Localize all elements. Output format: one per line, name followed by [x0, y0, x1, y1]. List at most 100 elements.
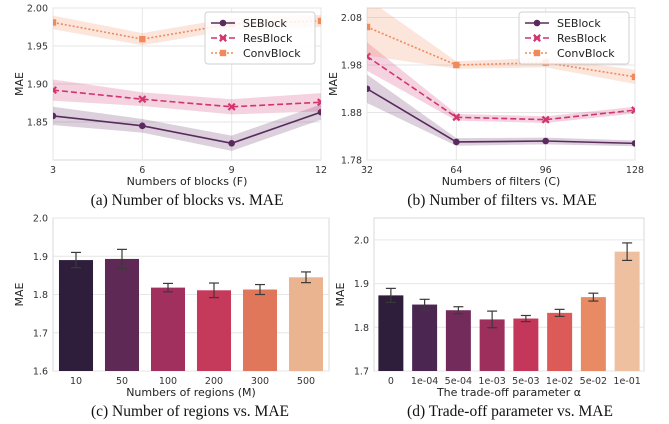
- y-tick-label: 1.7: [33, 328, 48, 339]
- x-tick-label: 64: [450, 165, 462, 176]
- x-axis-label: The trade-off parameter α: [436, 386, 581, 399]
- data-point: [219, 49, 227, 57]
- x-tick-label: 12: [315, 165, 327, 176]
- data-point: [533, 19, 541, 27]
- bar: [614, 251, 640, 371]
- x-tick-label: 0: [388, 376, 394, 387]
- data-point: [53, 86, 57, 95]
- x-tick-label: 5e-03: [512, 376, 539, 387]
- bar: [547, 312, 573, 371]
- data-point: [317, 98, 321, 107]
- legend: SEBlock ResBlock ConvBlock: [204, 11, 316, 65]
- bar: [58, 260, 94, 371]
- data-point: [542, 137, 549, 145]
- x-tick-label: 96: [540, 165, 552, 176]
- caption-b: (b) Number of filters vs. MAE: [407, 192, 596, 209]
- bar: [378, 295, 404, 371]
- series-line: [53, 111, 321, 145]
- x-axis-label: Numbers of blocks (F): [127, 175, 248, 188]
- bar: [412, 304, 438, 371]
- data-point: [219, 19, 227, 27]
- legend-label: SEBlock: [243, 17, 287, 30]
- x-axis-label: Numbers of filters (C): [442, 175, 561, 188]
- bar: [150, 287, 186, 371]
- y-tick-label: 2.0: [354, 235, 369, 246]
- bar: [104, 258, 140, 371]
- legend-label: ConvBlock: [243, 47, 301, 60]
- x-axis-label: Numbers of regions (M): [126, 386, 256, 399]
- y-tick-label: 2.00: [27, 4, 48, 15]
- data-point: [228, 139, 235, 147]
- confidence-band: [53, 104, 321, 151]
- series-line: [367, 88, 635, 145]
- confidence-band: [367, 8, 635, 84]
- x-tick-label: 5e-02: [580, 376, 607, 387]
- y-tick-label: 1.85: [27, 118, 48, 129]
- panel-d-tradeoff: (d) Trade-off parameter vs. MAE 1.7 1.8 1.…: [334, 217, 645, 420]
- data-point: [453, 61, 460, 69]
- data-point: [631, 140, 635, 147]
- x-tick-label: 6: [139, 165, 145, 176]
- y-tick-label: 1.95: [27, 42, 48, 53]
- data-point: [631, 106, 635, 115]
- y-axis-label: MAE: [334, 282, 347, 306]
- data-point: [533, 49, 541, 57]
- data-point: [53, 112, 57, 120]
- y-tick-label: 1.78: [341, 156, 362, 167]
- y-tick-label: 1.6: [33, 367, 48, 378]
- y-tick-label: 1.8: [354, 323, 369, 334]
- y-tick-label: 1.9: [354, 279, 369, 290]
- panel-a-blocks: (a) Number of blocks vs. MAE 1.85 1.90 1.9…: [13, 4, 327, 210]
- x-tick-label: 100: [159, 376, 177, 387]
- data-point: [53, 19, 57, 26]
- y-tick-label: 2.08: [341, 13, 362, 24]
- x-tick-label: 5e-04: [445, 376, 472, 387]
- data-point: [367, 23, 371, 31]
- data-point: [367, 85, 371, 93]
- series-line: [53, 20, 321, 40]
- bar: [445, 310, 471, 371]
- bar: [513, 318, 539, 371]
- data-point: [541, 115, 550, 124]
- data-point: [139, 122, 146, 130]
- legend-label: ConvBlock: [557, 47, 615, 60]
- data-point: [317, 17, 321, 25]
- data-point: [227, 102, 236, 111]
- y-tick-label: 1.9: [33, 252, 48, 263]
- y-tick-label: 1.8: [33, 290, 48, 301]
- legend-label: SEBlock: [557, 17, 601, 30]
- x-tick-label: 10: [70, 376, 82, 387]
- legend-label: ResBlock: [557, 32, 607, 45]
- series-line: [367, 55, 635, 121]
- x-tick-label: 3: [50, 165, 56, 176]
- data-point: [533, 34, 541, 42]
- legend-box: [518, 11, 630, 65]
- y-axis-label: MAE: [327, 72, 340, 96]
- y-axis-label: MAE: [13, 72, 26, 96]
- x-tick-label: 1e-02: [546, 376, 573, 387]
- legend-box: [204, 11, 316, 65]
- panel-b-filters: (b) Number of filters vs. MAE 1.78 1.88 1.…: [327, 7, 644, 209]
- x-tick-label: 1e-04: [411, 376, 438, 387]
- bar: [288, 277, 324, 371]
- y-tick-label: 1.7: [354, 367, 369, 378]
- bar: [196, 290, 232, 371]
- x-tick-label: 32: [361, 165, 373, 176]
- x-tick-label: 500: [297, 376, 315, 387]
- y-tick-label: 1.88: [341, 108, 362, 119]
- x-tick-label: 300: [251, 376, 269, 387]
- caption-a: (a) Number of blocks vs. MAE: [91, 192, 284, 209]
- x-tick-label: 9: [229, 165, 235, 176]
- panel-c-regions: (c) Number of regions vs. MAE 1.6 1.7 1.8 1…: [13, 214, 330, 420]
- y-tick-label: 1.90: [27, 80, 48, 91]
- x-tick-label: 1e-01: [613, 376, 640, 387]
- data-point: [219, 34, 227, 42]
- data-point: [453, 138, 460, 146]
- legend: SEBlock ResBlock ConvBlock: [518, 11, 630, 65]
- legend-label: ResBlock: [243, 32, 293, 45]
- data-point: [317, 108, 321, 116]
- bar: [242, 289, 278, 371]
- x-tick-label: 50: [116, 376, 128, 387]
- y-tick-label: 2.0: [33, 214, 48, 225]
